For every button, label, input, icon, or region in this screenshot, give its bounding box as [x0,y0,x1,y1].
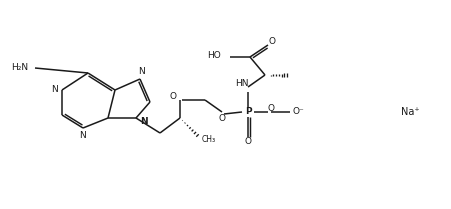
Text: O: O [268,37,275,46]
Text: N: N [138,68,145,76]
Text: HO: HO [207,51,221,60]
Text: P: P [244,107,251,116]
Text: Na⁺: Na⁺ [400,107,419,117]
Text: O: O [218,115,225,124]
Text: HN: HN [235,79,248,88]
Text: CH₃: CH₃ [202,135,216,144]
Text: O: O [267,104,274,113]
Text: O⁻: O⁻ [291,107,303,116]
Text: N: N [140,117,147,126]
Text: H₂N: H₂N [11,62,28,71]
Text: N: N [79,130,86,139]
Text: O: O [169,93,176,102]
Text: N: N [51,85,58,94]
Text: O: O [244,138,251,147]
